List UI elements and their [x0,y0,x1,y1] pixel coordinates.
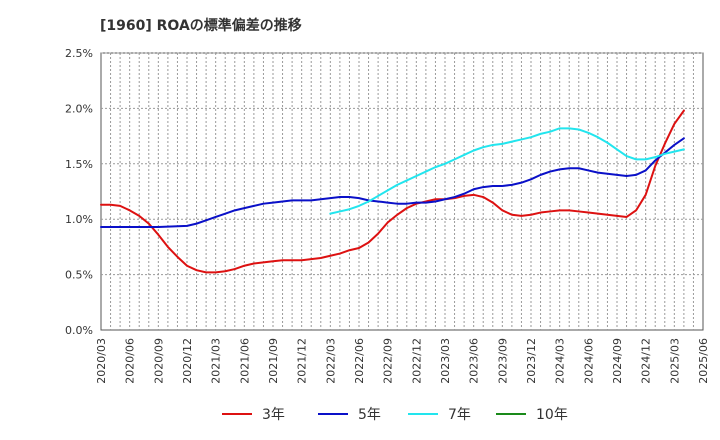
x-tick-label: 2023/09 [496,338,509,384]
plot-area [100,52,704,331]
x-tick-label: 2020/12 [181,338,194,384]
y-tick-label: 1.0% [65,213,93,226]
x-tick-label: 2021/09 [267,338,280,384]
chart-title: [1960] ROAの標準偏差の推移 [100,17,302,34]
x-tick-label: 2024/06 [582,338,595,384]
legend-label: 3年 [262,407,285,423]
x-tick-label: 2024/09 [611,338,624,384]
series-lines [100,109,685,274]
x-tick-label: 2021/03 [210,338,223,384]
x-tick-label: 2022/03 [324,338,337,384]
series-line-5年 [100,137,685,228]
x-tick-label: 2021/06 [238,338,251,384]
series-line-3年 [100,109,685,274]
y-tick-label: 2.5% [65,47,93,60]
x-tick-label: 2023/03 [439,338,452,384]
y-tick-label: 0.0% [65,324,93,337]
x-tick-label: 2025/06 [697,338,710,384]
x-tick-label: 2023/06 [468,338,481,384]
legend-label: 7年 [448,407,471,423]
plot-border [100,52,704,331]
x-tick-label: 2022/06 [353,338,366,384]
x-axis-ticks: 2020/03 2020/06 2020/09 2020/12 2021/03 2021/… [95,338,710,384]
x-tick-label: 2024/12 [640,338,653,384]
legend-label: 5年 [358,407,381,423]
x-tick-label: 2023/12 [525,338,538,384]
y-tick-label: 2.0% [65,102,93,115]
x-tick-label: 2022/09 [382,338,395,384]
x-tick-label: 2020/06 [124,338,137,384]
x-tick-label: 2024/03 [554,338,567,384]
grid [101,52,703,330]
x-tick-label: 2025/03 [668,338,681,384]
legend: 3年 5年 7年 10年 [222,407,568,423]
x-tick-label: 2022/12 [410,338,423,384]
x-tick-label: 2020/09 [152,338,165,384]
y-tick-label: 1.5% [65,158,93,171]
x-tick-label: 2020/03 [95,338,108,384]
y-tick-label: 0.5% [65,269,93,282]
x-tick-label: 2021/12 [296,338,309,384]
legend-label: 10年 [536,407,568,423]
y-axis-ticks: 0.0% 0.5% 1.0% 1.5% 2.0% 2.5% [65,47,93,337]
series-line-7年 [329,127,685,215]
